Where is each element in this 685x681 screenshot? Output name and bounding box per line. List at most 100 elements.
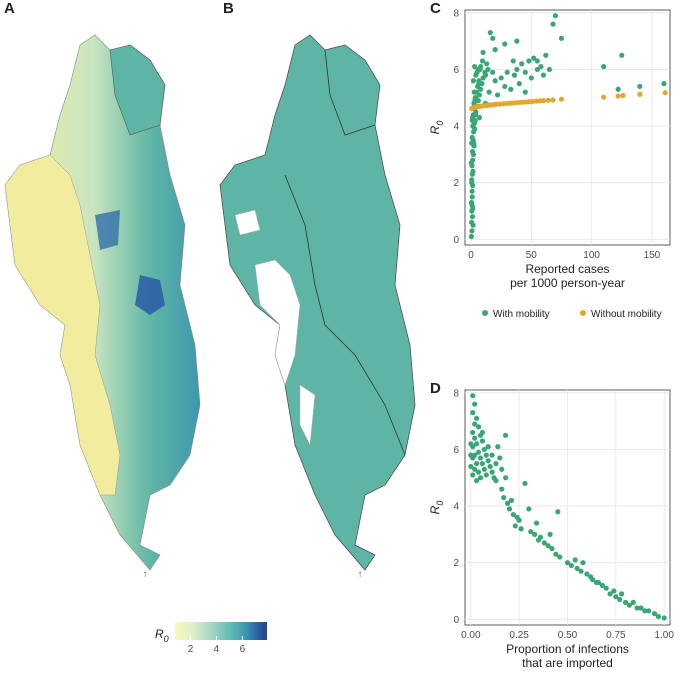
data-point-with-mobility: [490, 69, 496, 75]
data-point-with-mobility: [549, 545, 555, 552]
data-point-without-mobility: [540, 98, 546, 104]
data-point-with-mobility: [482, 72, 489, 78]
data-point-with-mobility: [553, 551, 559, 557]
data-point-with-mobility: [472, 466, 478, 472]
data-point-with-mobility: [528, 75, 534, 81]
data-point-with-mobility: [470, 78, 477, 84]
data-point-with-mobility: [661, 81, 667, 87]
data-point-with-mobility: [472, 435, 478, 441]
data-point-with-mobility: [470, 222, 476, 228]
legend-label-with-mobility: With mobility: [493, 309, 550, 320]
map-a-northeast-block: [109, 44, 166, 136]
data-point-with-mobility: [479, 461, 486, 467]
colorbar-tick-label: 2: [188, 644, 194, 655]
data-point-with-mobility: [490, 35, 496, 41]
data-point-with-mobility: [611, 588, 617, 594]
data-point-with-mobility: [503, 475, 509, 481]
data-point-without-mobility: [620, 92, 626, 99]
data-point-with-mobility: [526, 506, 532, 512]
data-point-with-mobility: [646, 608, 652, 614]
data-point-with-mobility: [603, 585, 609, 591]
data-point-with-mobility: [655, 613, 661, 620]
data-point-with-mobility: [613, 594, 619, 600]
data-point-with-mobility: [619, 591, 625, 597]
data-point-with-mobility: [492, 47, 498, 53]
data-point-with-mobility: [580, 560, 586, 566]
colorbar-tick-label: 6: [240, 644, 246, 655]
data-point-with-mobility: [480, 49, 486, 56]
data-point-with-mobility: [483, 472, 489, 478]
data-point-with-mobility: [607, 591, 613, 597]
map-b-subdistrict-border: [284, 174, 406, 456]
y-axis-title: R0: [428, 121, 445, 135]
data-point-with-mobility: [558, 35, 565, 41]
data-point-with-mobility: [474, 478, 480, 484]
legend-marker-with-mobility: [482, 310, 488, 316]
data-point-without-mobility: [545, 97, 551, 103]
data-point-with-mobility: [470, 429, 476, 436]
data-point-with-mobility: [502, 41, 508, 47]
data-point-with-mobility: [474, 441, 480, 447]
north-arrow-a: ↑: [143, 569, 148, 580]
data-point-with-mobility: [479, 429, 486, 436]
data-point-with-mobility: [468, 441, 474, 447]
data-point-with-mobility: [474, 461, 480, 467]
data-point-with-mobility: [508, 497, 515, 504]
x-tick-label: 0.25: [509, 630, 529, 641]
data-point-with-mobility: [504, 69, 510, 75]
data-point-with-mobility: [472, 401, 478, 407]
data-point-without-mobility: [550, 97, 556, 103]
data-point-with-mobility: [472, 421, 478, 427]
y-tick-label: 6: [453, 65, 459, 76]
colorbar-tick-label: 4: [214, 644, 220, 655]
data-point-with-mobility: [622, 599, 629, 605]
data-point-with-mobility: [651, 611, 658, 617]
data-point-with-mobility: [474, 69, 480, 75]
panel-label-d: D: [430, 380, 441, 397]
data-point-with-mobility: [469, 188, 475, 194]
data-point-with-mobility: [545, 543, 551, 549]
data-point-with-mobility: [619, 52, 625, 58]
data-point-with-mobility: [469, 134, 475, 141]
data-point-with-mobility: [492, 78, 498, 84]
data-point-with-mobility: [487, 463, 493, 470]
data-point-with-mobility: [522, 480, 528, 487]
panel-label-a: A: [4, 0, 15, 17]
data-point-with-mobility: [479, 58, 486, 64]
data-point-with-mobility: [533, 520, 540, 526]
data-point-with-mobility: [557, 554, 563, 560]
data-point-with-mobility: [469, 117, 475, 124]
data-point-with-mobility: [485, 444, 491, 450]
data-point-with-mobility: [476, 81, 482, 87]
panel-label-b: B: [223, 0, 234, 17]
map-b: ↑: [219, 34, 416, 580]
data-point-with-mobility: [471, 140, 477, 146]
x-axis-title-line1: Reported cases: [525, 262, 609, 276]
data-point-with-mobility: [481, 446, 487, 453]
data-point-with-mobility: [473, 112, 479, 118]
data-point-with-mobility: [550, 21, 556, 27]
data-point-with-mobility: [489, 452, 495, 458]
x-axis-title-line1: Proportion of infections: [506, 642, 629, 656]
data-point-with-mobility: [468, 452, 474, 458]
data-point-with-mobility: [574, 565, 580, 571]
plot-area: [464, 9, 671, 246]
data-point-with-mobility: [615, 86, 621, 92]
data-point-without-mobility: [662, 90, 668, 96]
data-point-with-mobility: [469, 180, 475, 186]
data-point-with-mobility: [497, 455, 503, 461]
data-point-with-mobility: [630, 599, 636, 605]
data-point-with-mobility: [470, 410, 476, 416]
data-point-with-mobility: [503, 432, 509, 438]
data-point-with-mobility: [506, 506, 513, 512]
data-point-with-mobility: [590, 577, 596, 583]
y-tick-label: 2: [453, 178, 459, 189]
north-arrow-b: ↑: [358, 569, 363, 580]
data-point-with-mobility: [470, 393, 476, 399]
data-point-with-mobility: [584, 571, 590, 577]
data-point-with-mobility: [481, 466, 487, 472]
data-point-with-mobility: [568, 562, 574, 569]
data-point-with-mobility: [601, 64, 607, 70]
x-axis-title-line2: that are imported: [522, 656, 613, 670]
